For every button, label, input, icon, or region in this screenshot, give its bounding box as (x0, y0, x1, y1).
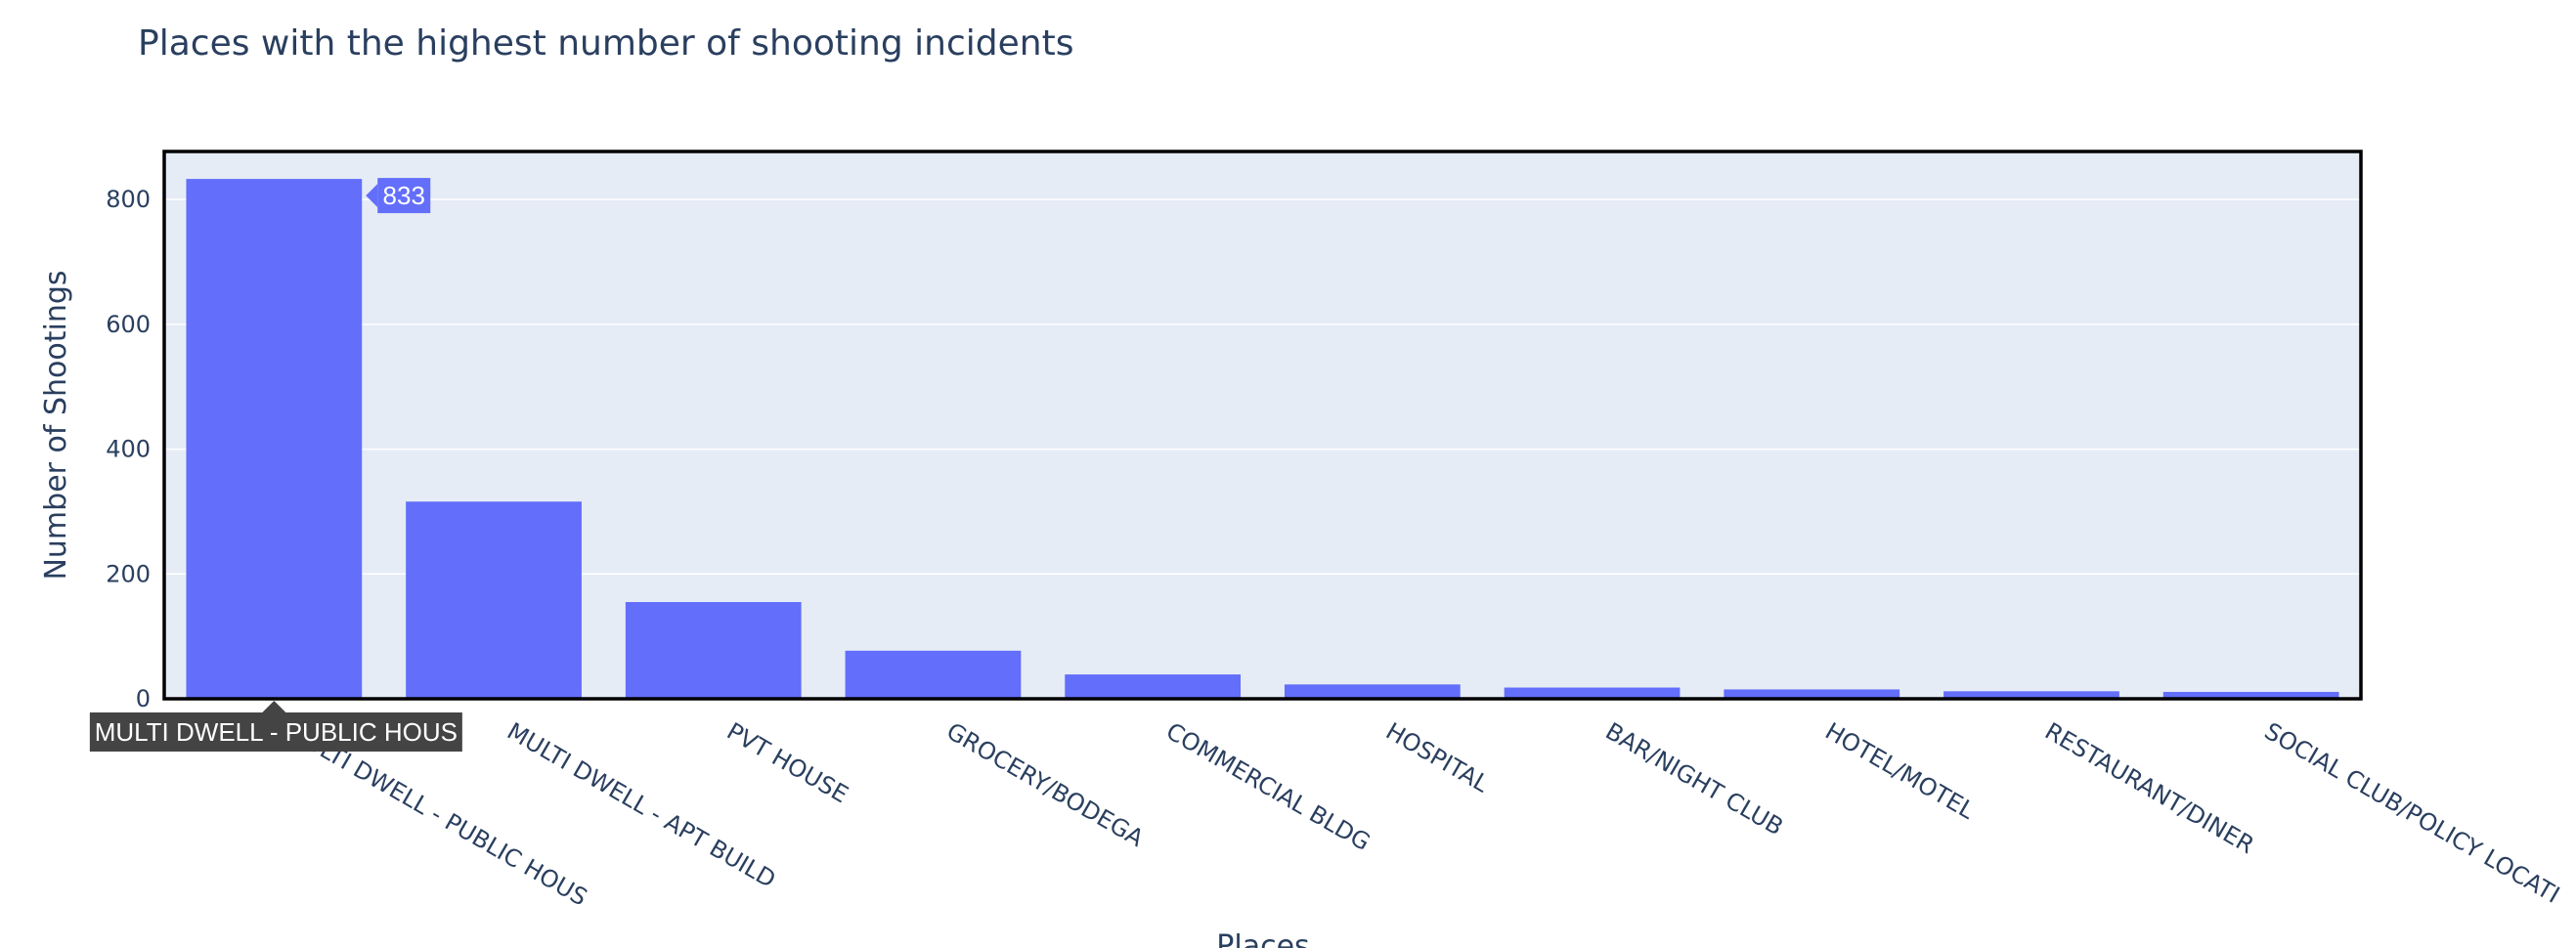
x-tick-label: SOCIAL CLUB/POLICY LOCATI (2260, 717, 2564, 909)
y-tick-label: 600 (106, 311, 151, 338)
bar[interactable] (1065, 674, 1242, 699)
bar[interactable] (1724, 689, 1900, 699)
x-tick-label: PVT HOUSE (722, 717, 853, 808)
hover-pointer (366, 184, 378, 208)
plot-frame (162, 150, 2363, 701)
x-tick-label: COMMERCIAL BLDG (1161, 717, 1375, 856)
x-axis-title: Places (1216, 929, 1309, 948)
x-tick-label: GROCERY/BODEGA (941, 717, 1149, 852)
bar[interactable] (406, 501, 582, 699)
bar[interactable] (2162, 691, 2339, 699)
y-tick-label: 200 (106, 560, 151, 587)
bar[interactable] (845, 650, 1022, 699)
chart-title: Places with the highest number of shooti… (138, 23, 1073, 64)
y-tick-labels: 0 200 400 600 800 (106, 186, 151, 712)
bar[interactable] (625, 602, 802, 699)
x-tick-label: RESTAURANT/DINER (2040, 717, 2259, 859)
y-tick-label: 800 (106, 186, 151, 213)
bar[interactable] (1284, 684, 1461, 699)
hover-value-label: 833 (383, 181, 425, 210)
x-tick-label: HOSPITAL (1381, 717, 1494, 798)
hover-category-box (89, 712, 462, 752)
hover-category-label: MULTI DWELL - PUBLIC HOUS (95, 717, 458, 747)
x-tick-label: BAR/NIGHT CLUB (1601, 717, 1788, 841)
y-axis-title: Number of Shootings (39, 270, 73, 580)
x-tick-label: HOTEL/MOTEL (1820, 717, 1980, 825)
hover-category-pointer (262, 701, 286, 712)
plot-area[interactable] (162, 150, 2363, 701)
hover-tooltip: 833 MULTI DWELL - PUBLIC HOUS (89, 178, 462, 752)
bar[interactable] (1943, 691, 2119, 699)
bars[interactable] (186, 179, 2339, 700)
bar[interactable] (1504, 687, 1681, 699)
y-tick-label: 400 (106, 436, 151, 463)
hover-value-box (377, 178, 431, 214)
y-tick-label: 0 (136, 685, 151, 712)
bar[interactable] (186, 179, 363, 700)
